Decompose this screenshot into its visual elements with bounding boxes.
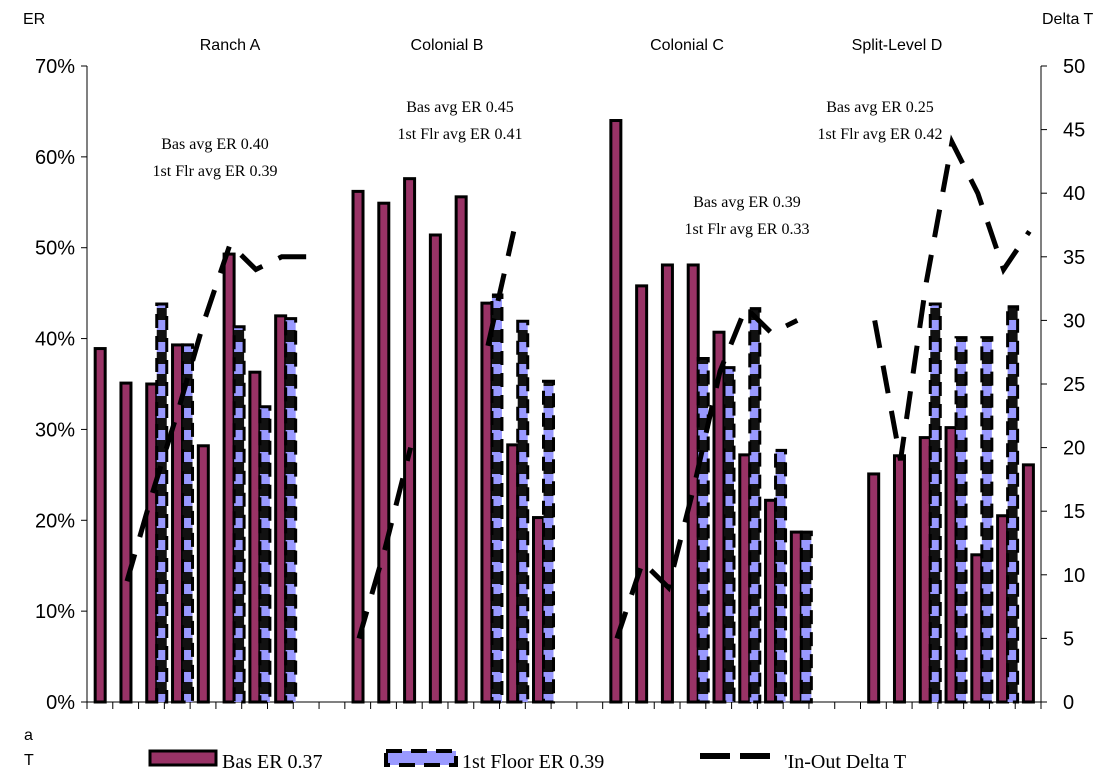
- right-tick-label: 35: [1063, 247, 1085, 269]
- legend: Bas ER 0.37 1st Floor ER 0.39 'In-Out Delt…: [148, 749, 906, 773]
- first-floor-bar: [516, 319, 530, 704]
- first-floor-bar: [284, 317, 298, 704]
- left-tick-label: 50%: [35, 238, 75, 260]
- right-tick-label: 20: [1063, 438, 1085, 460]
- group-label: Split-Level D: [852, 37, 943, 54]
- first-floor-bar: [181, 343, 195, 704]
- left-tick-label: 60%: [35, 147, 75, 169]
- delta-t-line: [614, 303, 799, 640]
- group-label: Colonial B: [411, 37, 484, 54]
- bas-bar: [867, 472, 881, 704]
- first-floor-bar: [1006, 305, 1020, 704]
- bas-bar: [892, 454, 906, 704]
- bas-bar: [428, 233, 442, 704]
- bas-bar: [196, 444, 210, 704]
- right-axis-title: Delta T: [1042, 11, 1094, 28]
- legend-bas-label: Bas ER 0.37: [222, 751, 323, 773]
- right-tick-label: 30: [1063, 310, 1085, 332]
- axes: [81, 65, 1047, 709]
- bas-bar: [454, 195, 468, 704]
- first-floor-bar: [980, 336, 994, 704]
- group-note-first: 1st Flr avg ER 0.39: [153, 163, 278, 180]
- first-floor-bar: [954, 336, 968, 704]
- bas-bar: [635, 284, 649, 704]
- group-label: Ranch A: [200, 37, 261, 54]
- left-tick-label: 40%: [35, 329, 75, 351]
- first-floor-bar: [774, 448, 788, 704]
- bas-bar: [351, 189, 365, 704]
- right-tick-label: 45: [1063, 120, 1085, 142]
- group-note-first: 1st Flr avg ER 0.33: [685, 221, 810, 238]
- delta-t-line: [872, 134, 1032, 461]
- right-tick-label: 40: [1063, 183, 1085, 205]
- first-floor-bar: [155, 302, 169, 704]
- left-tick-label: 10%: [35, 601, 75, 623]
- left-tick-label: 70%: [35, 56, 75, 78]
- first-floor-bar: [799, 530, 813, 704]
- legend-delta-label: 'In-Out Delta T: [784, 751, 906, 773]
- first-floor-bar: [490, 293, 504, 704]
- bas-bar: [660, 263, 674, 704]
- right-tick-label: 10: [1063, 565, 1085, 587]
- first-floor-bar: [696, 357, 710, 704]
- legend-bas-swatch: [148, 749, 218, 767]
- first-floor-bar: [258, 405, 272, 704]
- group-note-first: 1st Flr avg ER 0.42: [818, 126, 943, 143]
- delta-t-line: [124, 239, 308, 582]
- bars: [93, 119, 1035, 704]
- right-tick-label: 15: [1063, 501, 1085, 523]
- group-note-bas: Bas avg ER 0.40: [161, 136, 269, 153]
- first-floor-bar: [748, 307, 762, 704]
- x-axis-label-bottom: T: [24, 752, 34, 769]
- group-label: Colonial C: [650, 37, 724, 54]
- left-tick-label: 30%: [35, 419, 75, 441]
- left-axis-title: ER: [23, 11, 45, 28]
- delta-t-line: [356, 446, 414, 640]
- bas-bar: [119, 381, 133, 704]
- right-tick-label: 50: [1063, 56, 1085, 78]
- bas-bar: [403, 177, 417, 704]
- right-tick-label: 25: [1063, 374, 1085, 396]
- right-tick-label: 0: [1063, 692, 1074, 714]
- first-floor-bar: [722, 366, 736, 704]
- delta-t-lines: [124, 134, 1032, 640]
- bas-bar: [93, 347, 107, 704]
- x-axis-label-top: a: [24, 727, 33, 744]
- bas-bar: [377, 201, 391, 704]
- bas-bar: [609, 119, 623, 704]
- first-floor-bar: [542, 379, 556, 704]
- left-tick-label: 20%: [35, 510, 75, 532]
- right-tick-label: 5: [1063, 628, 1074, 650]
- group-note-bas: Bas avg ER 0.25: [826, 99, 934, 116]
- left-tick-label: 0%: [46, 692, 75, 714]
- chart-text: 0% 10% 20% 30% 40% 50% 60% 70% 0 5 10 15 20 25 30 35 40 4…: [23, 11, 1094, 769]
- group-note-bas: Bas avg ER 0.39: [693, 194, 801, 211]
- group-note-bas: Bas avg ER 0.45: [406, 99, 514, 116]
- first-floor-bar: [232, 325, 246, 704]
- group-note-first: 1st Flr avg ER 0.41: [398, 126, 523, 143]
- delta-t-line: [485, 230, 517, 347]
- legend-first-swatch: [384, 749, 458, 767]
- legend-first-label: 1st Floor ER 0.39: [462, 751, 604, 773]
- bas-bar: [1021, 463, 1035, 704]
- first-floor-bar: [928, 302, 942, 704]
